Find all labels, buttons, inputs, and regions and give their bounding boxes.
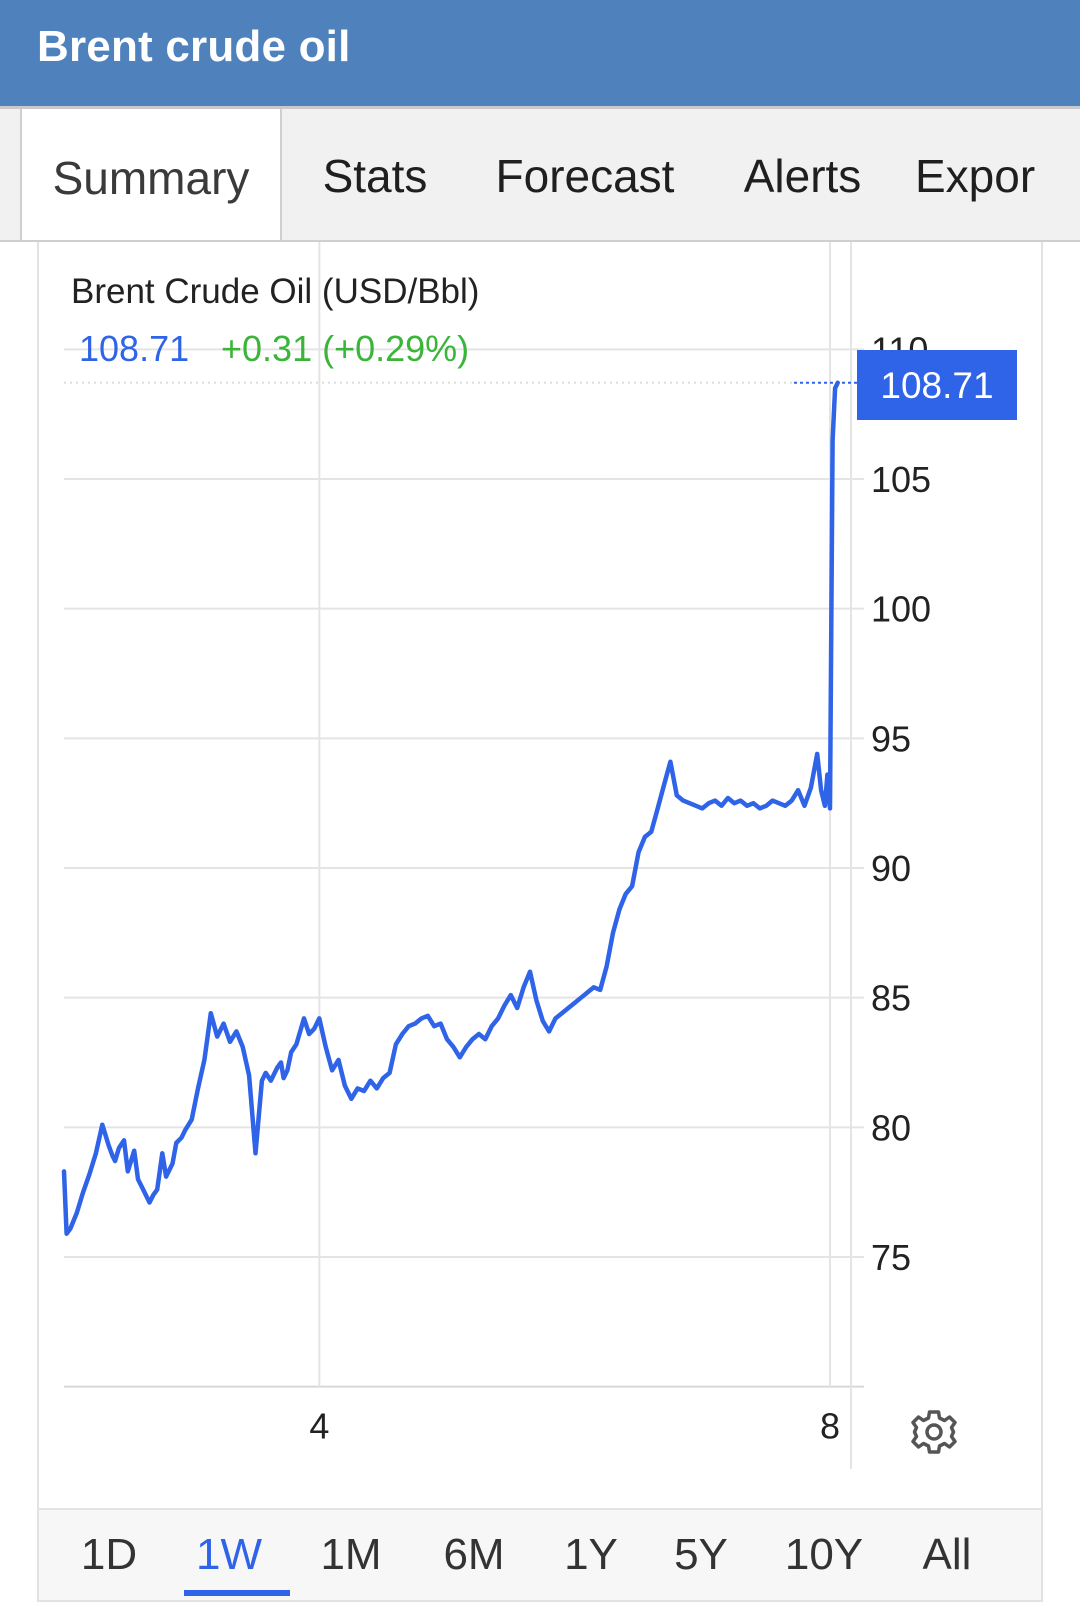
- y-tick-label: 100: [871, 589, 931, 630]
- tab-alerts[interactable]: Alerts: [743, 150, 862, 202]
- y-tick-label: 75: [871, 1237, 911, 1278]
- gear-icon-outline: [911, 1410, 957, 1454]
- quote-name: Brent Crude Oil (USD/Bbl): [71, 272, 479, 311]
- gear-icon-hub: [925, 1423, 943, 1441]
- range-1m[interactable]: 1M: [320, 1530, 382, 1579]
- tab-summary[interactable]: Summary: [20, 109, 282, 240]
- range-1d[interactable]: 1D: [80, 1530, 138, 1579]
- y-tick-label: 105: [871, 459, 931, 500]
- last-price-tag-bg: [857, 350, 1017, 420]
- app-header: Brent crude oil: [0, 0, 1080, 106]
- page-title: Brent crude oil: [37, 22, 351, 71]
- y-tick-label: 95: [871, 718, 911, 759]
- last-price-tag-label: 108.71: [880, 365, 993, 406]
- chart-line-layer: [61, 380, 857, 1236]
- tab-bar: Summary Stats Forecast Alerts Expor: [0, 106, 1080, 242]
- y-tick-label: 90: [871, 848, 911, 889]
- range-5y[interactable]: 5Y: [674, 1530, 728, 1579]
- y-tick-label: 80: [871, 1107, 911, 1148]
- gear-icon[interactable]: [911, 1410, 957, 1454]
- range-all[interactable]: All: [922, 1530, 972, 1579]
- range-6m[interactable]: 6M: [443, 1530, 505, 1579]
- price-line: [61, 380, 840, 1236]
- range-1y[interactable]: 1Y: [564, 1530, 618, 1579]
- range-active-indicator: [184, 1590, 290, 1596]
- range-selector: 1D 1W 1M 6M 1Y 5Y 10Y All: [37, 1508, 1043, 1602]
- x-tick-label: 4: [309, 1406, 329, 1447]
- y-tick-label: 85: [871, 978, 911, 1019]
- quote-change: +0.31 (+0.29%): [221, 328, 469, 369]
- tab-stats[interactable]: Stats: [322, 150, 428, 202]
- range-10y[interactable]: 10Y: [784, 1530, 864, 1579]
- range-1w[interactable]: 1W: [196, 1530, 262, 1579]
- tab-export[interactable]: Expor: [915, 150, 1036, 202]
- tab-forecast[interactable]: Forecast: [495, 150, 675, 202]
- chart-grid: [64, 242, 864, 1469]
- last-price-tag: 108.71: [857, 350, 1017, 420]
- quote-price: 108.71: [79, 328, 189, 369]
- x-tick-label: 8: [820, 1406, 840, 1447]
